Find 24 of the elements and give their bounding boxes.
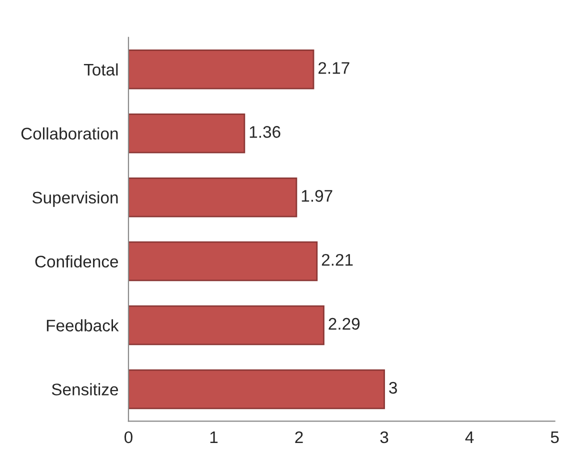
y-tick-label: Total [84, 63, 118, 76]
bar [128, 50, 314, 90]
x-tick-label: 5 [550, 432, 559, 444]
x-tick-label: 4 [465, 432, 474, 443]
data-label: 1.36 [250, 126, 280, 138]
data-label: 1.97 [302, 190, 332, 202]
bar [128, 113, 246, 154]
y-tick-label: Confidence [35, 255, 118, 268]
data-label: 3 [389, 382, 397, 394]
y-tick-label: Sensitize [52, 383, 118, 396]
y-tick-label: Collaboration [21, 127, 118, 140]
bar [128, 177, 298, 218]
data-label: 2.21 [322, 254, 353, 266]
bar [128, 369, 385, 410]
x-tick-label: 2 [295, 431, 303, 443]
y-tick-label: Supervision [32, 191, 118, 207]
bar [128, 241, 318, 282]
data-label: 2.17 [318, 62, 350, 74]
x-tick-label: 0 [124, 431, 132, 444]
x-tick-label: 3 [380, 431, 388, 444]
data-label: 2.29 [328, 318, 360, 330]
x-tick-label: 1 [210, 432, 218, 443]
bar [128, 305, 324, 346]
y-tick-label: Feedback [46, 319, 119, 332]
